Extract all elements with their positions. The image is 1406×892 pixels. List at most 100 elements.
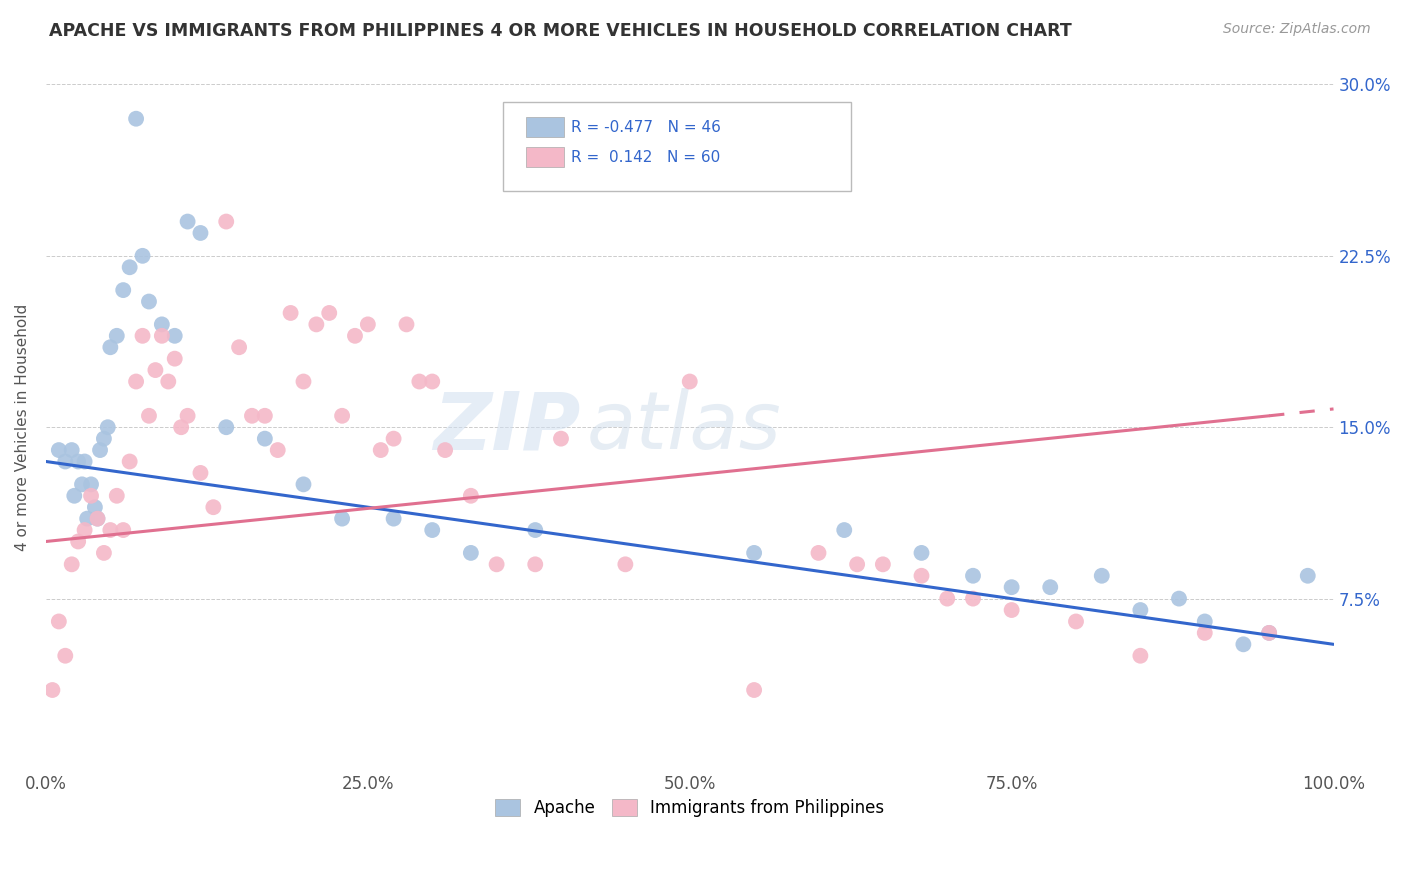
Point <box>105 328 128 343</box>
Point <box>330 409 353 423</box>
Point <box>910 568 932 582</box>
Point <box>118 454 141 468</box>
Point <box>125 112 148 126</box>
Point <box>910 546 932 560</box>
Point <box>1168 591 1191 606</box>
FancyBboxPatch shape <box>526 147 564 167</box>
Point <box>48 615 70 629</box>
Point <box>70 477 93 491</box>
Point <box>280 306 302 320</box>
Point <box>80 489 103 503</box>
Text: R = -0.477   N = 46: R = -0.477 N = 46 <box>571 120 721 135</box>
Point <box>330 511 353 525</box>
Point <box>86 511 108 525</box>
Point <box>163 328 186 343</box>
Point <box>1129 648 1152 663</box>
Point <box>305 318 328 332</box>
Point <box>408 375 430 389</box>
Point <box>67 454 90 468</box>
Point <box>253 409 276 423</box>
Point <box>125 375 148 389</box>
Point <box>1091 568 1114 582</box>
Point <box>485 558 508 572</box>
Text: ZIP: ZIP <box>433 388 581 467</box>
Point <box>1258 626 1281 640</box>
Point <box>382 511 405 525</box>
Point <box>138 294 160 309</box>
Point <box>962 591 984 606</box>
Text: atlas: atlas <box>586 388 782 467</box>
Point <box>138 409 160 423</box>
Text: APACHE VS IMMIGRANTS FROM PHILIPPINES 4 OR MORE VEHICLES IN HOUSEHOLD CORRELATIO: APACHE VS IMMIGRANTS FROM PHILIPPINES 4 … <box>49 22 1071 40</box>
Y-axis label: 4 or more Vehicles in Household: 4 or more Vehicles in Household <box>15 303 30 551</box>
Point <box>76 511 98 525</box>
Point <box>67 534 90 549</box>
Point <box>93 546 115 560</box>
Point <box>614 558 637 572</box>
Point <box>550 432 572 446</box>
Point <box>190 226 212 240</box>
Point <box>370 443 392 458</box>
Point <box>60 558 83 572</box>
Point <box>434 443 457 458</box>
Point <box>228 340 250 354</box>
Point <box>176 214 198 228</box>
Point <box>190 466 212 480</box>
Point <box>98 523 121 537</box>
Point <box>460 546 482 560</box>
Point <box>150 328 173 343</box>
Point <box>83 500 105 515</box>
Point <box>1039 580 1062 594</box>
Point <box>420 375 443 389</box>
Point <box>163 351 186 366</box>
Point <box>63 489 86 503</box>
Point <box>1194 615 1216 629</box>
Point <box>53 648 76 663</box>
Point <box>86 511 108 525</box>
Point <box>41 683 63 698</box>
Point <box>157 375 180 389</box>
Point <box>112 283 135 297</box>
Point <box>240 409 263 423</box>
Point <box>112 523 135 537</box>
Point <box>382 432 405 446</box>
Point <box>807 546 830 560</box>
Point <box>292 477 315 491</box>
Point <box>292 375 315 389</box>
Point <box>832 523 855 537</box>
Point <box>343 328 366 343</box>
Point <box>524 523 547 537</box>
Text: Source: ZipAtlas.com: Source: ZipAtlas.com <box>1223 22 1371 37</box>
Point <box>253 432 276 446</box>
Point <box>679 375 702 389</box>
Point <box>215 214 238 228</box>
Point <box>395 318 418 332</box>
Point <box>80 477 103 491</box>
Point <box>420 523 443 537</box>
Point <box>105 489 128 503</box>
Point <box>118 260 141 275</box>
Point <box>742 546 765 560</box>
Point <box>1258 626 1281 640</box>
Point <box>460 489 482 503</box>
Point <box>53 454 76 468</box>
Point <box>202 500 225 515</box>
Point <box>962 568 984 582</box>
Point <box>936 591 959 606</box>
Point <box>215 420 238 434</box>
Point <box>1129 603 1152 617</box>
Point <box>131 328 153 343</box>
Point <box>1001 603 1024 617</box>
Point <box>872 558 894 572</box>
Point <box>1064 615 1087 629</box>
Point <box>318 306 340 320</box>
FancyBboxPatch shape <box>503 102 851 191</box>
Point <box>742 683 765 698</box>
Point <box>267 443 290 458</box>
Point <box>1232 637 1254 651</box>
Point <box>357 318 380 332</box>
Point <box>1194 626 1216 640</box>
Point <box>176 409 198 423</box>
Point <box>48 443 70 458</box>
Legend: Apache, Immigrants from Philippines: Apache, Immigrants from Philippines <box>488 792 891 823</box>
